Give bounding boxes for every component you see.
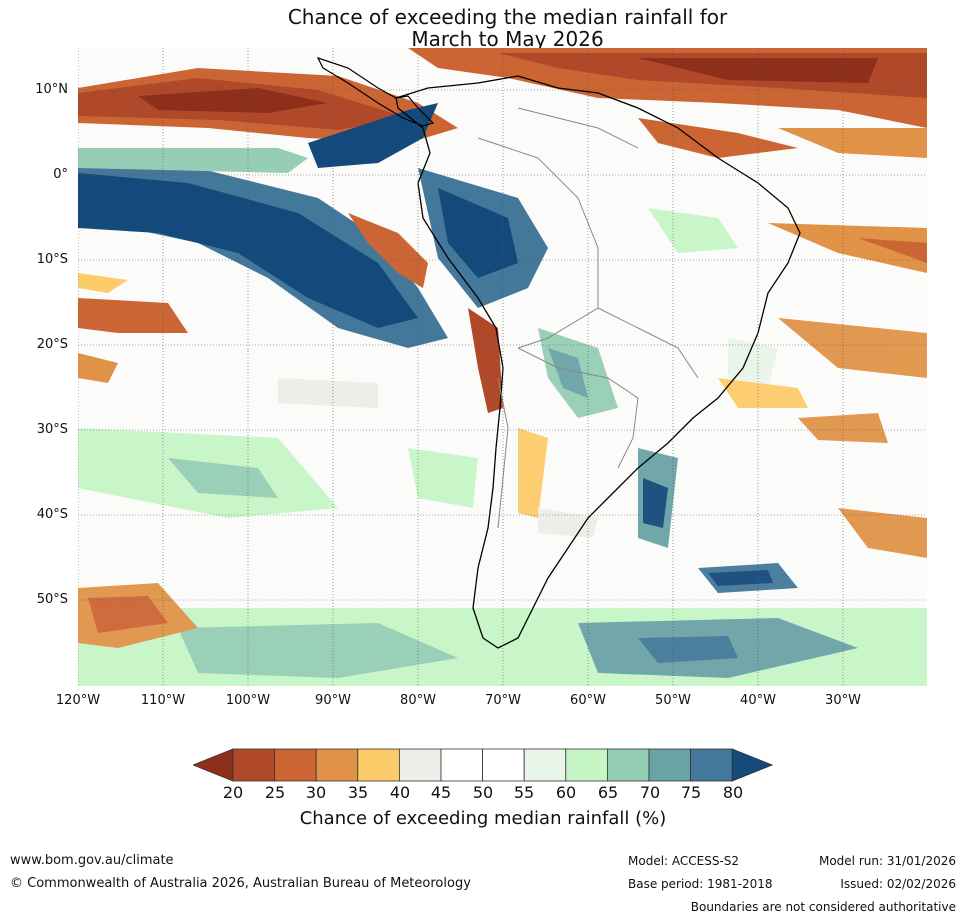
disclaimer: Boundaries are not considered authoritat… [690, 900, 956, 914]
colorbar-label: Chance of exceeding median rainfall (%) [299, 808, 667, 829]
graticule [78, 48, 927, 686]
lon-label-30w: 30°W [825, 693, 861, 708]
lat-label-50s: 50°S [36, 592, 68, 607]
lat-label-0: 0° [53, 167, 68, 182]
lon-label-60w: 60°W [570, 693, 606, 708]
dry-anomaly-peru-coast [348, 213, 428, 288]
colorbar-tick: 80 [722, 783, 744, 802]
map-canvas [78, 48, 927, 686]
colorbar-cell [440, 748, 483, 782]
lat-label-40s: 40°S [36, 507, 68, 522]
colorbar-tick: 20 [222, 783, 244, 802]
central-america-coastline [316, 56, 435, 127]
colorbar-cell [565, 748, 608, 782]
colorbar-tick: 25 [264, 783, 286, 802]
colorbar-cell [315, 748, 359, 782]
rainfall-probability-map [78, 48, 927, 686]
lon-label-100w: 100°W [225, 693, 271, 708]
colorbar-tick: 60 [555, 783, 577, 802]
issued-date: Issued: 02/02/2026 [840, 877, 956, 891]
colorbar-cell [482, 748, 525, 782]
lon-label-40w: 40°W [740, 693, 776, 708]
colorbar-cell [274, 748, 317, 782]
model-run: Model run: 31/01/2026 [818, 854, 956, 868]
dry-anomaly-chile-north [468, 308, 503, 413]
colorbar-tick: 50 [472, 783, 494, 802]
colorbar-tick: 45 [430, 783, 452, 802]
colorbar-tick: 40 [389, 783, 411, 802]
south-america-coastline [395, 75, 801, 649]
colorbar-cell [232, 748, 275, 782]
colorbar-cell [398, 748, 442, 782]
lon-label-120w: 120°W [55, 693, 101, 708]
colorbar-tick: 65 [597, 783, 619, 802]
website-link[interactable]: www.bom.gov.au/climate [10, 853, 174, 868]
lat-label-10n: 10°N [35, 82, 68, 97]
lon-label-110w: 110°W [140, 693, 186, 708]
colorbar-cell [523, 748, 567, 782]
lon-label-50w: 50°W [655, 693, 691, 708]
colorbar-tick: 35 [347, 783, 369, 802]
colorbar-extend-high [731, 748, 773, 782]
lat-label-10s: 10°S [36, 252, 68, 267]
scattered-anomalies [78, 208, 927, 686]
colorbar-cell [357, 748, 400, 782]
lon-label-70w: 70°W [485, 693, 521, 708]
copyright-text: © Commonwealth of Australia 2026, Austra… [10, 876, 471, 891]
chart-title-line2: March to May 2026 [411, 27, 604, 51]
wet-anomaly-pacific [78, 103, 548, 348]
lat-label-20s: 20°S [36, 337, 68, 352]
lon-label-90w: 90°W [315, 693, 351, 708]
chart-title-line1: Chance of exceeding the median rainfall … [287, 5, 728, 29]
colorbar-tick: 30 [305, 783, 327, 802]
colorbar-cell [606, 748, 650, 782]
colorbar-cell [690, 748, 733, 782]
lon-label-80w: 80°W [400, 693, 436, 708]
colorbar-tick: 55 [513, 783, 535, 802]
colorbar [193, 748, 773, 782]
base-period: Base period: 1981-2018 [628, 877, 773, 891]
colorbar-extend-low [193, 748, 234, 782]
colorbar-tick: 75 [680, 783, 702, 802]
model-name: Model: ACCESS-S2 [628, 854, 740, 868]
colorbar-tick: 70 [639, 783, 661, 802]
lat-label-30s: 30°S [36, 422, 68, 437]
colorbar-cell [648, 748, 691, 782]
